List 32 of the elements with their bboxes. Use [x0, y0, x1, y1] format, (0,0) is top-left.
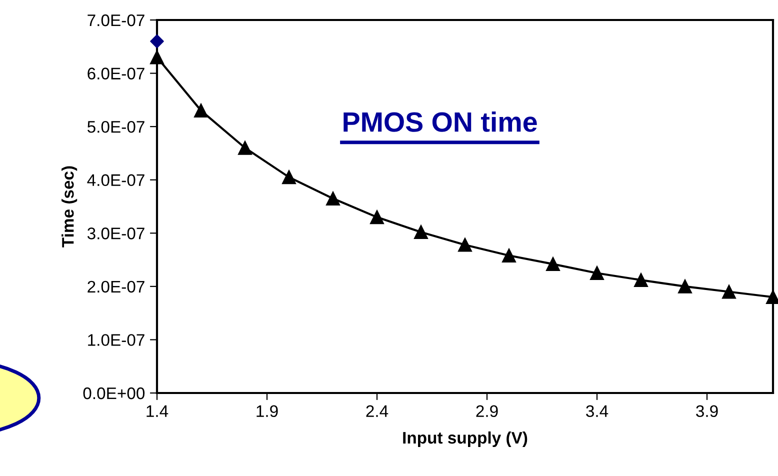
x-tick-label: 1.9	[256, 405, 278, 418]
point	[546, 257, 560, 271]
y-tick-label: 6.0E-07	[88, 68, 144, 80]
point	[282, 170, 296, 184]
point	[370, 210, 384, 224]
x-tick-label: 1.4	[146, 405, 168, 417]
y-tick-label: 1.0E-07	[88, 334, 144, 346]
point	[238, 140, 252, 155]
annotation: PMOS ON time	[344, 111, 537, 132]
x-tick-label: 3.4	[586, 405, 608, 418]
point	[722, 284, 736, 299]
x-tick-label: 2.9	[476, 405, 498, 418]
point	[414, 225, 428, 240]
y-tick-label: 4.0E-07	[87, 174, 144, 186]
y-axis-title: Time (sec)	[62, 166, 78, 248]
y-tick-label: 0.0E+00	[83, 387, 145, 400]
point	[590, 266, 604, 280]
y-tick-label: 3.0E-07	[87, 228, 144, 240]
x-tick-label: 3.9	[696, 405, 718, 418]
point	[194, 104, 208, 118]
point	[458, 238, 472, 252]
point	[634, 273, 648, 287]
point	[150, 34, 164, 48]
y-tick-label: 5.0E-07	[87, 120, 144, 133]
x-axis-title: Input supply (V)	[403, 431, 528, 447]
point	[150, 50, 164, 64]
y-tick-label: 7.0E-07	[88, 14, 144, 26]
x-tick-label: 2.4	[366, 405, 388, 417]
point	[502, 248, 516, 262]
y-tick-label: 2.0E-07	[88, 280, 144, 293]
point	[678, 279, 692, 294]
point	[326, 192, 340, 206]
